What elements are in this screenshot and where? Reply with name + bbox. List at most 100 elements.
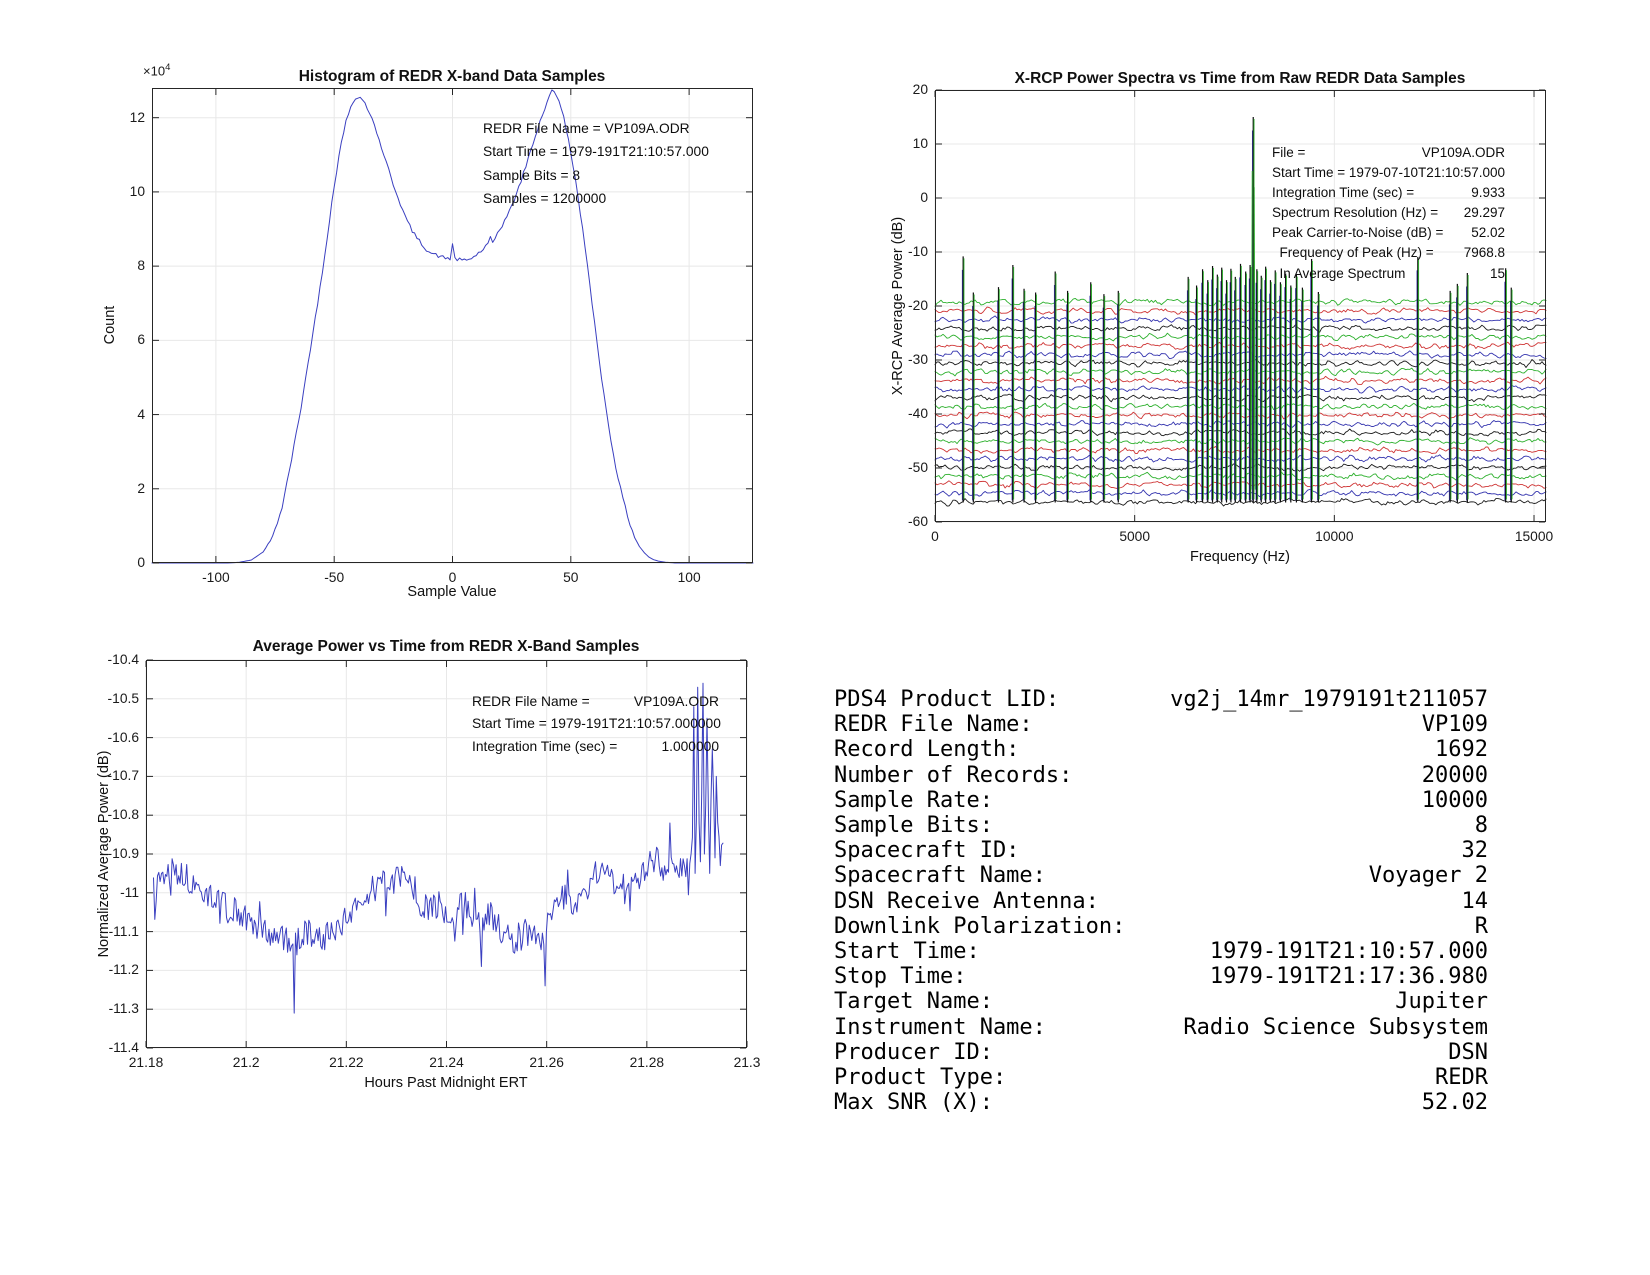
info-label: Instrument Name:	[834, 1014, 1046, 1040]
y-tick-label: -11.1	[108, 923, 139, 939]
annotation-label: Integration Time (sec) =	[472, 738, 618, 754]
info-value: 1979-191T21:10:57.000	[1209, 939, 1488, 965]
exponent-base: ×10	[143, 63, 166, 79]
y-tick-label: -11.3	[108, 1001, 139, 1017]
annotation-value: 7968.8	[1463, 245, 1505, 261]
x-tick-label: 21.24	[429, 1055, 464, 1070]
carrier-flank	[1253, 187, 1256, 490]
info-row: Stop Time: 1979-191T21:17:36.980	[834, 964, 1488, 989]
x-tick-label: 21.3	[733, 1055, 761, 1070]
y-tick-label: -10.4	[107, 652, 139, 667]
annotation-value: 29.297	[1463, 205, 1505, 221]
exponent-power: 4	[165, 62, 171, 73]
x-tick-label: 0	[448, 570, 457, 585]
info-value: 1979-191T21:17:36.980	[1209, 964, 1488, 990]
info-value: 1692	[1435, 737, 1488, 763]
info-value: Jupiter	[1395, 989, 1488, 1015]
y-tick-label: -40	[908, 406, 928, 421]
annotation-label: REDR File Name =	[472, 694, 590, 709]
avg-power-title: Average Power vs Time from REDR X-Band S…	[252, 638, 640, 655]
annotation-line: Sample Bits = 8	[483, 167, 581, 183]
x-tick-label: -100	[202, 570, 230, 585]
y-tick-label: -10.7	[107, 768, 139, 784]
axes-box	[935, 90, 1546, 522]
info-label: Spacecraft ID:	[834, 838, 1020, 864]
y-tick-label: -11	[120, 884, 139, 900]
y-tick-label: -30	[908, 352, 928, 367]
x-tick-label: 100	[677, 570, 701, 585]
annotation-row: In Average Spectrum 15	[1272, 264, 1506, 284]
annotation-value: 15	[1489, 265, 1505, 281]
info-label: Producer ID:	[834, 1039, 993, 1065]
axes-box	[152, 88, 753, 563]
info-row: Instrument Name: Radio Science Subsystem	[834, 1015, 1488, 1040]
annotation-row: Start Time = 1979-07-10T21:10:57.000	[1272, 163, 1505, 183]
annotation-row: Frequency of Peak (Hz) = 7968.8	[1272, 243, 1506, 263]
y-tick-label: 0	[920, 190, 928, 205]
y-tick-label: 4	[137, 406, 145, 422]
x-tick-label: -50	[324, 570, 345, 585]
info-value: 10000	[1421, 787, 1488, 813]
y-tick-label: -11.4	[108, 1040, 139, 1055]
y-tick-label: -10.8	[107, 807, 139, 823]
spectra-title: X-RCP Power Spectra vs Time from Raw RED…	[1014, 70, 1466, 87]
info-value: 52.02	[1421, 1090, 1488, 1116]
info-row: Record Length: 1692	[834, 737, 1488, 762]
annotation-line: Start Time = 1979-191T21:10:57.000	[483, 144, 709, 160]
avg-power-curve	[153, 682, 724, 1014]
info-value: DSN	[1448, 1039, 1488, 1065]
info-label: Product Type:	[834, 1065, 1007, 1091]
y-tick-label: -10.5	[107, 690, 139, 706]
y-tick-label: -11.2	[108, 962, 139, 978]
info-row: Downlink Polarization: R	[834, 914, 1488, 939]
info-label: Start Time:	[834, 939, 980, 965]
info-row: Number of Records: 20000	[834, 763, 1488, 788]
avg-power-xlabel: Hours Past Midnight ERT	[364, 1075, 528, 1091]
annotation-line: Samples = 1200000	[483, 191, 607, 207]
pds4-info-table: PDS4 Product LID: vg2j_14mr_1979191t21105…	[834, 687, 1488, 1115]
info-row: Target Name: Jupiter	[834, 989, 1488, 1014]
info-label: PDS4 Product LID:	[834, 687, 1060, 712]
info-row: PDS4 Product LID: vg2j_14mr_1979191t21105…	[834, 687, 1488, 712]
annotation-line: REDR File Name = VP109A.ODR	[483, 121, 690, 136]
x-tick-label: 10000	[1315, 529, 1354, 544]
info-label: Stop Time:	[834, 964, 967, 990]
info-label: Sample Bits:	[834, 813, 993, 839]
annotation-row: File = VP109A.ODR	[1272, 143, 1505, 163]
y-tick-label: 0	[137, 555, 145, 570]
info-value: Voyager 2	[1368, 863, 1488, 889]
y-tick-label: 10	[912, 136, 928, 151]
info-value: 8	[1474, 813, 1488, 839]
annotation-row: Peak Carrier-to-Noise (dB) = 52.02	[1272, 223, 1505, 243]
info-row: Product Type: REDR	[834, 1065, 1488, 1090]
annotation-value: VP109A.ODR	[1421, 145, 1505, 160]
info-row: DSN Receive Antenna: 14	[834, 889, 1488, 914]
spectra-xlabel: Frequency (Hz)	[1190, 549, 1290, 565]
info-label: Spacecraft Name:	[834, 863, 1046, 889]
info-label: Target Name:	[834, 989, 993, 1015]
histogram-plot-area	[151, 88, 754, 564]
axes-box	[146, 660, 747, 1048]
spectra-plot-area	[934, 89, 1547, 523]
annotation-label: Integration Time (sec) =	[1272, 185, 1415, 201]
annotation-row: Start Time = 1979-191T21:10:57.000000	[472, 713, 721, 735]
y-tick-label: 12	[129, 109, 145, 125]
spectra-annotation: File = VP109A.ODR Start Time = 1979-07-10T…	[1272, 143, 1505, 284]
x-tick-label: 50	[563, 570, 579, 585]
info-label: REDR File Name:	[834, 712, 1033, 738]
annotation-label: In Average Spectrum	[1272, 265, 1406, 281]
y-tick-label: -10	[908, 244, 928, 259]
info-value: 14	[1461, 888, 1489, 914]
annotation-value: 52.02	[1471, 225, 1505, 241]
histogram-title: Histogram of REDR X-band Data Samples	[298, 68, 606, 85]
info-row: Sample Rate: 10000	[834, 788, 1488, 813]
histogram-curve	[151, 89, 754, 564]
annotation-row: REDR File Name = VP109A.ODR	[472, 691, 719, 713]
info-row: Start Time: 1979-191T21:10:57.000	[834, 939, 1488, 964]
info-label: Downlink Polarization:	[834, 913, 1126, 939]
y-tick-label: -20	[908, 298, 928, 313]
y-tick-label: 10	[129, 183, 145, 199]
annotation-row: Integration Time (sec) = 9.933	[1272, 183, 1505, 203]
